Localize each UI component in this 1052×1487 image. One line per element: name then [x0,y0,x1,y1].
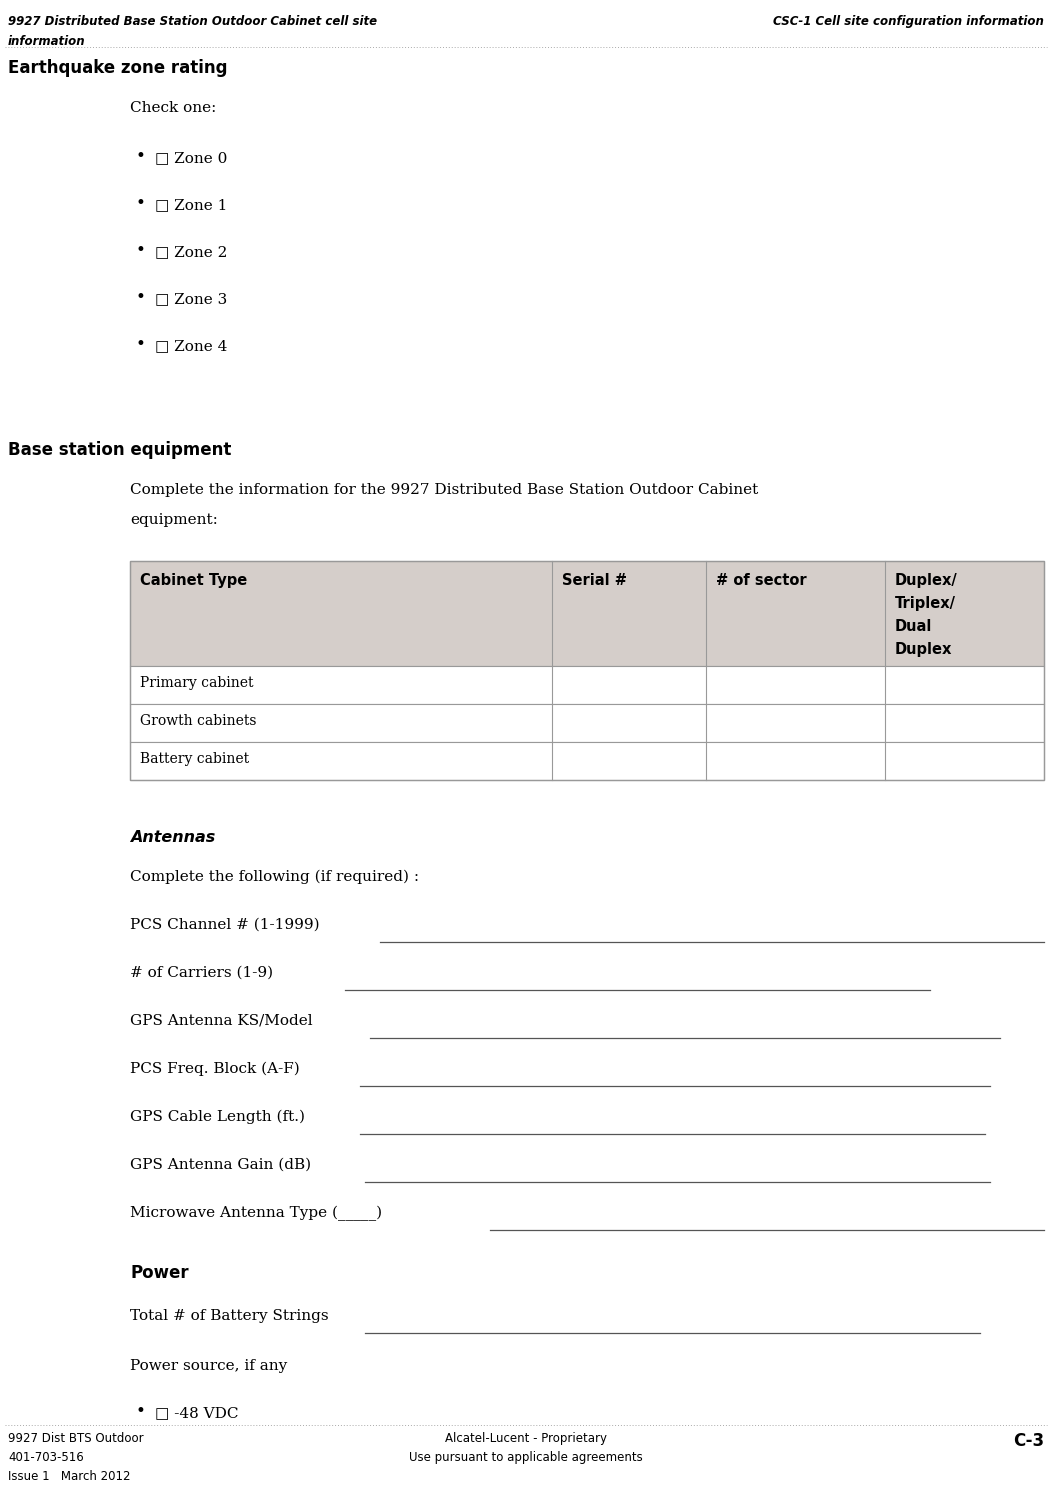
Text: Base station equipment: Base station equipment [8,442,231,459]
Text: □ Zone 0: □ Zone 0 [155,152,227,165]
Text: •: • [135,149,145,165]
Text: □ Zone 4: □ Zone 4 [155,339,227,352]
Text: Complete the following (if required) :: Complete the following (if required) : [130,870,419,885]
Text: C-3: C-3 [1013,1432,1044,1450]
Text: Power: Power [130,1264,188,1282]
Text: Antennas: Antennas [130,830,216,845]
Text: information: information [8,36,85,48]
Text: □ Zone 3: □ Zone 3 [155,291,227,306]
Text: # of sector: # of sector [715,572,807,587]
Text: Issue 1   March 2012: Issue 1 March 2012 [8,1471,130,1483]
Text: □ Zone 1: □ Zone 1 [155,198,227,213]
Text: Serial #: Serial # [562,572,627,587]
Text: Use pursuant to applicable agreements: Use pursuant to applicable agreements [409,1451,643,1465]
Text: PCS Channel # (1-1999): PCS Channel # (1-1999) [130,917,324,932]
Text: equipment:: equipment: [130,513,218,526]
Text: PCS Freq. Block (A-F): PCS Freq. Block (A-F) [130,1062,305,1077]
Text: GPS Antenna Gain (dB): GPS Antenna Gain (dB) [130,1158,316,1172]
Text: Total # of Battery Strings: Total # of Battery Strings [130,1309,333,1323]
Text: GPS Antenna KS/Model: GPS Antenna KS/Model [130,1014,318,1028]
Text: Triplex/: Triplex/ [895,596,956,611]
Text: Growth cabinets: Growth cabinets [140,714,257,729]
Text: □ -48 VDC: □ -48 VDC [155,1407,239,1420]
Text: Primary cabinet: Primary cabinet [140,677,254,690]
Text: □ Zone 2: □ Zone 2 [155,245,227,259]
Text: # of Carriers (1-9): # of Carriers (1-9) [130,967,278,980]
Text: Microwave Antenna Type (_____): Microwave Antenna Type (_____) [130,1206,387,1221]
Text: Check one:: Check one: [130,101,217,114]
Text: 9927 Distributed Base Station Outdoor Cabinet cell site: 9927 Distributed Base Station Outdoor Ca… [8,15,377,28]
Text: Cabinet Type: Cabinet Type [140,572,247,587]
Text: 9927 Dist BTS Outdoor: 9927 Dist BTS Outdoor [8,1432,144,1445]
Text: •: • [135,1404,145,1420]
Text: Dual: Dual [895,619,932,633]
Text: 401-703-516: 401-703-516 [8,1451,84,1465]
Text: CSC-1 Cell site configuration information: CSC-1 Cell site configuration informatio… [773,15,1044,28]
Text: •: • [135,336,145,352]
Text: Battery cabinet: Battery cabinet [140,752,249,766]
Bar [130,561,1044,666]
Text: Alcatel-Lucent - Proprietary: Alcatel-Lucent - Proprietary [445,1432,607,1445]
Text: •: • [135,242,145,259]
Text: Duplex/: Duplex/ [895,572,957,587]
Text: Duplex: Duplex [895,642,952,657]
Bar [130,666,1044,703]
Text: •: • [135,288,145,306]
Bar [130,703,1044,742]
Text: GPS Cable Length (ft.): GPS Cable Length (ft.) [130,1109,310,1124]
Text: •: • [135,195,145,213]
Text: Earthquake zone rating: Earthquake zone rating [8,59,227,77]
Text: Complete the information for the 9927 Distributed Base Station Outdoor Cabinet: Complete the information for the 9927 Di… [130,483,758,497]
Text: Power source, if any: Power source, if any [130,1359,287,1373]
Bar [130,561,1044,781]
Bar [130,742,1044,781]
